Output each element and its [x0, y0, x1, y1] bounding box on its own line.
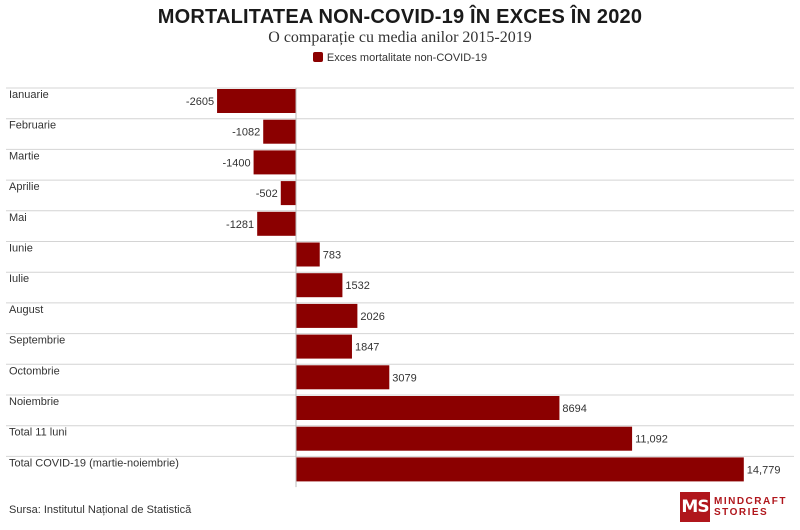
legend-label: Exces mortalitate non-COVID-19	[326, 52, 488, 64]
category-label: Iulie	[9, 273, 29, 285]
category-label: Noiembrie	[9, 396, 59, 408]
bar	[296, 334, 352, 359]
value-label: -1082	[232, 127, 260, 139]
bar	[217, 89, 296, 113]
chart-title: MORTALITATEA NON-COVID-19 ÎN EXCES ÎN 20…	[157, 6, 643, 28]
value-label: 2026	[360, 311, 384, 323]
value-label: 14,779	[747, 464, 781, 476]
bar	[296, 396, 560, 420]
bar	[296, 426, 633, 451]
value-label: 1847	[355, 342, 379, 354]
bar	[296, 365, 390, 390]
bar	[280, 181, 296, 206]
bar	[296, 242, 320, 267]
source-note: Sursa: Institutul Național de Statistică	[9, 504, 192, 516]
logo-text: MINDCRAFT STORIES	[714, 496, 787, 518]
value-label: 1532	[345, 280, 369, 292]
chart-subtitle: O comparație cu media anilor 2015-2019	[268, 29, 532, 46]
brand-logo: MS MINDCRAFT STORIES	[680, 492, 787, 522]
value-label: 8694	[562, 403, 586, 415]
bar	[296, 303, 358, 328]
category-label: Total COVID-19 (martie-noiembrie)	[9, 457, 179, 469]
category-label: Aprilie	[9, 181, 40, 193]
bar	[263, 119, 296, 144]
value-label: -2605	[186, 96, 214, 108]
value-label: -1281	[226, 219, 254, 231]
category-label: Septembrie	[9, 335, 65, 347]
bar	[253, 150, 296, 175]
category-label: Octombrie	[9, 365, 60, 377]
category-label: Total 11 luni	[9, 427, 67, 439]
logo-line-2: STORIES	[714, 507, 769, 518]
category-label: Iunie	[9, 243, 33, 255]
value-label: 3079	[392, 372, 416, 384]
logo-line-1: MINDCRAFT	[714, 496, 787, 507]
value-label: -1400	[222, 157, 250, 169]
logo-mark: MS	[680, 492, 710, 522]
bar	[257, 211, 296, 236]
category-label: August	[9, 304, 43, 316]
bar	[296, 273, 343, 298]
category-label: Ianuarie	[9, 89, 49, 101]
value-label: -502	[256, 188, 278, 200]
category-label: Februarie	[9, 120, 56, 132]
bar	[296, 457, 744, 482]
value-label: 11,092	[635, 434, 668, 446]
legend-swatch	[312, 52, 323, 62]
category-label: Mai	[9, 212, 27, 224]
value-label: 783	[323, 250, 341, 262]
category-label: Martie	[9, 150, 40, 162]
legend: Exces mortalitate non-COVID-19	[0, 52, 800, 64]
